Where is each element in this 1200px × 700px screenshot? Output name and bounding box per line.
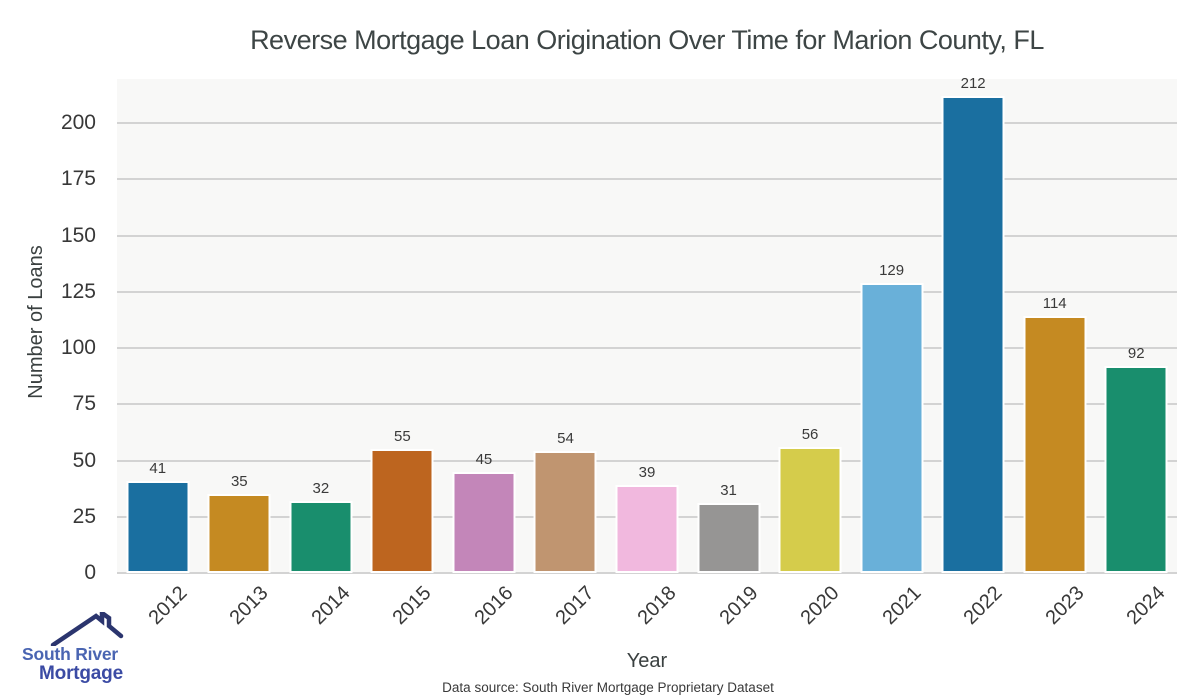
bar-value-label: 92 (1127, 345, 1145, 362)
logo-line1: South River (21, 644, 118, 664)
gridline (117, 122, 1177, 124)
x-tick-label: 2018 (633, 582, 681, 630)
gridline (117, 459, 1177, 462)
bar-2015 (370, 449, 434, 573)
x-axis-label: Year (626, 650, 668, 672)
bar-slot: 41 (117, 79, 199, 573)
bar-2018 (615, 485, 679, 573)
x-tick-label: 2024 (1122, 582, 1170, 630)
gridline (117, 347, 1177, 349)
gridline (117, 290, 1177, 293)
bar-2019 (697, 503, 761, 573)
bar-2021 (860, 283, 924, 573)
y-tick-label: 200 (60, 111, 96, 134)
bar-slot: 31 (688, 79, 770, 573)
bar-slot: 55 (362, 79, 444, 573)
bar-slot: 129 (851, 79, 933, 573)
bar-slot: 92 (1095, 79, 1177, 573)
bar-value-label: 45 (475, 451, 493, 468)
x-tick-label: 2014 (307, 582, 355, 630)
bar-value-label: 41 (149, 460, 167, 477)
x-tick-label: 2016 (470, 582, 518, 630)
x-tick-label: 2019 (715, 582, 763, 630)
y-tick-label: 150 (60, 223, 96, 247)
gridline (117, 234, 1177, 237)
bar-2013 (207, 494, 271, 573)
bar-2012 (126, 481, 190, 573)
bar-slot: 45 (443, 79, 525, 573)
bar-value-label: 129 (879, 262, 905, 279)
source-note: Data source: South River Mortgage Propri… (442, 680, 774, 695)
bar-value-label: 55 (394, 428, 411, 445)
bar-slot: 114 (1014, 79, 1096, 573)
y-tick-label: 75 (72, 392, 96, 416)
y-tick-label: 100 (60, 336, 96, 359)
y-tick-label: 25 (72, 504, 96, 528)
bar-2016 (452, 472, 516, 573)
y-tick-label: 125 (60, 279, 96, 303)
x-tick-label: 2020 (796, 582, 844, 630)
x-tick-label: 2021 (878, 582, 926, 630)
bar-slot: 56 (769, 79, 851, 573)
y-tick-label: 0 (84, 561, 96, 584)
y-tick-label: 50 (72, 448, 96, 472)
gridline (117, 178, 1177, 181)
bar-value-label: 39 (638, 464, 656, 481)
x-tick-label: 2023 (1041, 582, 1089, 630)
logo: South River Mortgage (10, 608, 135, 693)
y-axis-label: Number of Loans (25, 245, 47, 399)
x-tick-label: 2017 (551, 582, 600, 630)
plot-area: 41 35 32 55 45 54 39 31 56 129 212 114 92 (117, 75, 1177, 574)
bar-slot: 35 (199, 79, 281, 573)
bar-2022 (941, 96, 1005, 573)
bar-value-label: 56 (801, 426, 819, 443)
x-tick-label: 2022 (959, 582, 1007, 630)
bar-value-label: 212 (960, 75, 986, 92)
bar-slot: 212 (932, 75, 1014, 573)
bar-value-label: 114 (1042, 295, 1067, 312)
gridline (117, 403, 1177, 406)
bar-2024 (1104, 366, 1168, 573)
logo-line2: Mortgage (39, 663, 123, 684)
chart-title: Reverse Mortgage Loan Origination Over T… (250, 25, 1044, 55)
gridline (117, 572, 1177, 574)
bar-slot: 32 (280, 79, 362, 573)
bar-value-label: 35 (230, 473, 248, 490)
bar-2023 (1023, 316, 1087, 573)
bar-2014 (289, 501, 353, 573)
bar-slot: 39 (606, 79, 688, 573)
x-tick-label: 2012 (144, 582, 192, 630)
y-tick-label: 175 (60, 167, 96, 191)
bar-value-label: 32 (312, 480, 330, 497)
bar-value-label: 54 (557, 430, 574, 447)
bar-2020 (778, 447, 842, 573)
x-tick-label: 2015 (388, 582, 436, 630)
bar-2017 (533, 451, 597, 573)
bar-value-label: 31 (720, 482, 737, 499)
x-tick-label: 2013 (225, 582, 273, 630)
bar-slot: 54 (525, 79, 607, 573)
house-roof-icon (50, 612, 124, 646)
